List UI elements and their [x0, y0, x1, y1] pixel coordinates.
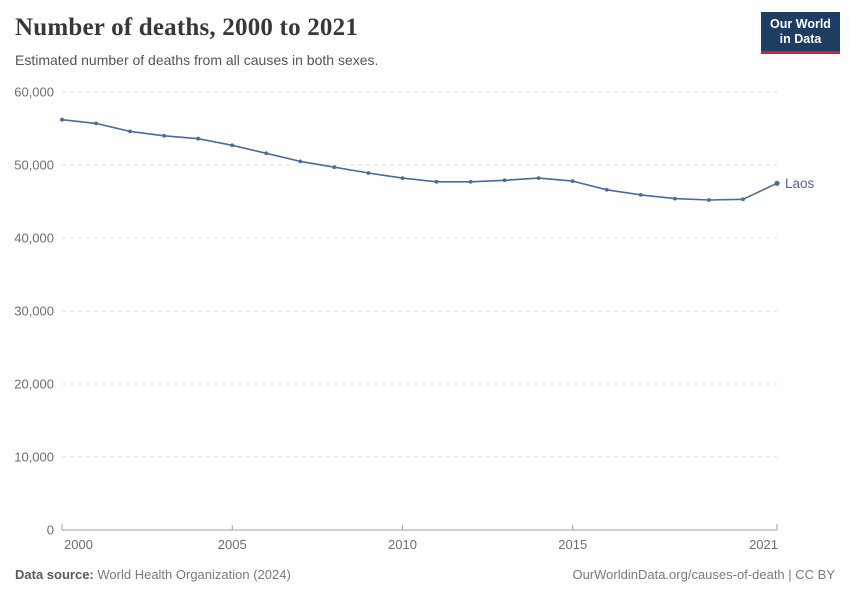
- chart-footer: Data source: World Health Organization (…: [15, 567, 835, 582]
- data-point-2005[interactable]: [230, 143, 235, 148]
- series-label-laos[interactable]: Laos: [785, 176, 815, 191]
- owid-logo[interactable]: Our World in Data: [761, 12, 840, 54]
- y-axis-tick-label: 30,000: [14, 304, 54, 319]
- data-source-label: Data source:: [15, 567, 94, 582]
- data-point-2010[interactable]: [400, 176, 405, 181]
- x-axis-tick-label: 2015: [558, 537, 587, 552]
- data-point-2019[interactable]: [707, 198, 711, 202]
- data-point-2014[interactable]: [536, 176, 541, 181]
- data-point-2008[interactable]: [332, 165, 337, 170]
- data-point-2011[interactable]: [434, 179, 439, 184]
- data-point-2015[interactable]: [570, 179, 575, 184]
- data-point-2013[interactable]: [502, 178, 507, 183]
- y-axis-tick-label: 20,000: [14, 377, 54, 392]
- owid-logo-line2: in Data: [779, 31, 822, 46]
- y-axis-tick-label: 60,000: [14, 85, 54, 100]
- x-axis-tick-label: 2021: [749, 537, 778, 552]
- data-point-2003[interactable]: [162, 133, 167, 138]
- data-point-2012[interactable]: [468, 179, 473, 184]
- data-point-2021[interactable]: [774, 180, 780, 186]
- y-axis-tick-label: 0: [47, 523, 54, 538]
- y-axis-tick-label: 50,000: [14, 158, 54, 173]
- x-axis-tick-label: 2010: [388, 537, 417, 552]
- data-point-2002[interactable]: [128, 129, 133, 134]
- data-point-2017[interactable]: [638, 193, 643, 197]
- data-point-2016[interactable]: [604, 187, 609, 192]
- data-point-2018[interactable]: [673, 196, 677, 201]
- y-axis-tick-label: 10,000: [14, 450, 54, 465]
- page-subtitle: Estimated number of deaths from all caus…: [15, 52, 379, 68]
- x-axis-tick-label: 2000: [64, 537, 93, 552]
- series-line-laos[interactable]: [61, 118, 778, 201]
- data-point-2000[interactable]: [60, 117, 64, 122]
- data-source-value: World Health Organization (2024): [97, 567, 291, 582]
- data-point-2001[interactable]: [94, 121, 98, 126]
- data-point-2006[interactable]: [264, 151, 269, 156]
- x-axis-tick-label: 2005: [218, 537, 247, 552]
- page-title: Number of deaths, 2000 to 2021: [15, 14, 359, 41]
- data-point-2004[interactable]: [196, 136, 201, 141]
- data-source-note: Data source: World Health Organization (…: [15, 567, 291, 582]
- data-point-2007[interactable]: [298, 159, 303, 164]
- owid-citation-link[interactable]: OurWorldinData.org/causes-of-death | CC …: [572, 567, 835, 582]
- data-point-2009[interactable]: [366, 171, 371, 175]
- y-axis-tick-label: 40,000: [14, 231, 54, 246]
- owid-logo-line1: Our World: [770, 17, 831, 31]
- data-point-2020[interactable]: [741, 197, 745, 202]
